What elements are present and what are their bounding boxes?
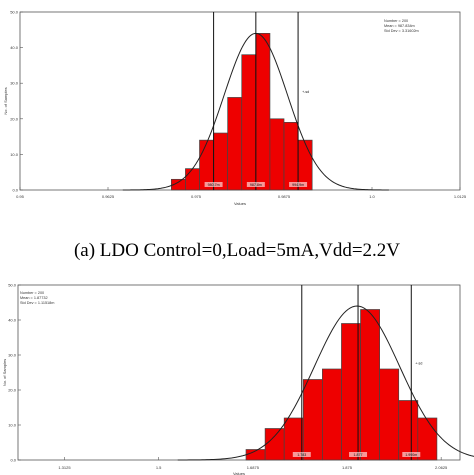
marker-label-bg: [402, 452, 421, 457]
y-tick-label: 10.0: [10, 152, 19, 157]
histogram-bar: [255, 33, 271, 191]
y-tick-label: 0.0: [12, 188, 18, 193]
marker-label: 987.8m: [250, 183, 262, 187]
y-tick-label: 50.0: [10, 10, 19, 15]
histogram-bar: [241, 54, 257, 191]
histogram-bar: [360, 309, 380, 461]
histogram-bar: [398, 400, 419, 461]
stat-mean: Mean = 987.834m: [384, 24, 415, 28]
x-tick-label: 1.0125: [454, 194, 467, 199]
x-tick-label: 2.0625: [435, 465, 448, 470]
y-tick-label: 30.0: [8, 353, 17, 358]
fit-curve: [177, 305, 474, 461]
marker-label: 1.990m: [405, 453, 417, 457]
y-tick-label: 10.0: [8, 423, 17, 428]
x-tick-label: 1.3125: [58, 465, 71, 470]
x-tick-label: 1.875: [342, 465, 353, 470]
y-axis-label: No. of Samples: [3, 87, 8, 114]
stat-mean: Mean = 1.87732: [20, 296, 48, 300]
x-tick-label: 1.5: [156, 465, 162, 470]
marker-label-bg: [246, 182, 265, 187]
marker-label-bg: [349, 452, 368, 457]
marker-label-bg: [204, 182, 223, 187]
histogram-bar: [227, 97, 243, 191]
y-tick-label: 40.0: [8, 318, 17, 323]
x-tick-label: 0.95: [16, 194, 25, 199]
y-tick-label: 20.0: [8, 388, 17, 393]
marker-label-bg: [292, 452, 311, 457]
y-tick-label: 40.0: [10, 45, 19, 50]
histogram-bar: [185, 168, 200, 191]
histogram-bar: [213, 132, 229, 191]
y-tick-label: 0.0: [10, 458, 16, 463]
stat-stddev: Std Dev = 3.31602m: [384, 29, 419, 33]
histogram-chart-a: 0.0 10.0 20.0 30.0 40.0 50.0 0.95 0.9625 0.975 0.…: [3, 10, 467, 207]
y-axis-label: No. of Samples: [2, 359, 7, 386]
stat-stddev: Std Dev = 1.11518m: [20, 301, 54, 305]
marker-label: 994.9m: [292, 183, 304, 187]
x-axis-label: Values: [233, 471, 245, 475]
x-tick-label: 0.975: [191, 194, 202, 199]
marker-label: 980.7m: [208, 183, 220, 187]
marker-label-bg: [289, 182, 308, 187]
x-axis-label: Values: [234, 201, 246, 206]
histogram-bar: [322, 368, 342, 461]
histogram-bar: [417, 417, 438, 461]
stat-number: Number = 200: [20, 291, 44, 295]
caption-a: (a) LDO Control=0,Load=5mA,Vdd=2.2V: [73, 240, 401, 261]
y-tick-label: 50.0: [8, 283, 17, 288]
histogram-bar: [264, 428, 285, 461]
stat-number: Number = 200: [384, 19, 408, 23]
histogram-bar: [379, 368, 400, 461]
marker-label: 1.877: [354, 453, 363, 457]
histogram-bar: [302, 379, 323, 461]
histogram-bar: [283, 122, 299, 191]
y-tick-label: 20.0: [10, 116, 19, 121]
x-tick-label: 1.0: [369, 194, 375, 199]
histogram-bar: [269, 118, 285, 191]
x-tick-label: 1.6875: [247, 465, 260, 470]
sigma-label: +-sd: [302, 90, 309, 94]
x-tick-label: 0.9875: [278, 194, 291, 199]
x-tick-label: 0.9625: [102, 194, 115, 199]
marker-label: 1.783: [297, 453, 306, 457]
y-tick-label: 30.0: [10, 81, 19, 86]
sigma-label: +-sd: [415, 362, 422, 366]
histogram-chart-b: 0.0 10.0 20.0 30.0 40.0 50.0 1.3125 1.5 1.6875 1.…: [2, 283, 474, 475]
